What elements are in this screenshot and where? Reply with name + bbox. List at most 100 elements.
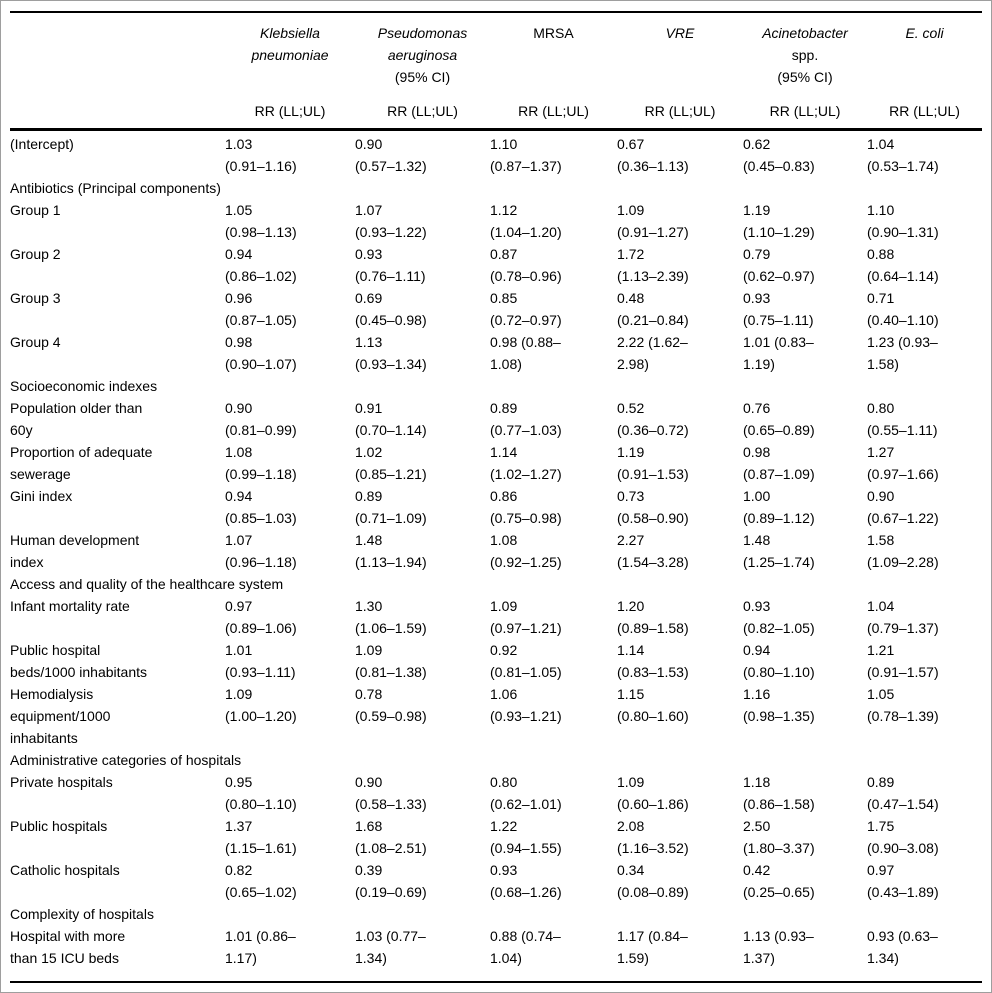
data-cell: 0.67 (0.36–1.13) [617, 136, 689, 174]
data-cell: 1.37 (1.15–1.61) [225, 818, 297, 856]
row-label: Human development index [10, 532, 140, 570]
data-cell: 1.03 (0.91–1.16) [225, 136, 297, 174]
row-label: Population older than 60y [10, 400, 143, 438]
data-cell: 1.30 (1.06–1.59) [355, 598, 427, 636]
data-cell: 1.08 (0.92–1.25) [490, 532, 562, 570]
data-cell: 1.09 (0.91–1.27) [617, 202, 689, 240]
data-cell: 0.88 (0.64–1.14) [867, 246, 939, 284]
header-corner-empty [10, 12, 225, 66]
data-cell: 0.80 (0.62–1.01) [490, 774, 562, 812]
data-cell: 0.79 (0.62–0.97) [743, 246, 815, 284]
data-cell: 0.62 (0.45–0.83) [743, 136, 815, 174]
data-cell: 1.68 (1.08–2.51) [355, 818, 427, 856]
rr-label-klebsiella-pneumoniae: RR (LL;UL) [225, 88, 355, 131]
table-row: Human development index 1.07 (0.96–1.18) 1.4… [10, 529, 982, 573]
table-header: Klebsiella pneumoniae Pseudomonas aeruginos… [10, 12, 982, 131]
row-label: Proportion of adequate sewerage [10, 444, 153, 482]
data-cell: 1.75 (0.90–3.08) [867, 818, 939, 856]
data-cell: 1.02 (0.85–1.21) [355, 444, 427, 482]
data-cell: 1.20 (0.89–1.58) [617, 598, 689, 636]
data-cell: 0.94 (0.80–1.10) [743, 642, 815, 680]
data-cell: 2.27 (1.54–3.28) [617, 532, 689, 570]
row-label: Group 1 [10, 202, 61, 218]
row-label: Group 2 [10, 246, 61, 262]
data-cell: 0.89 (0.71–1.09) [355, 488, 427, 526]
data-cell: 0.48 (0.21–0.84) [617, 290, 689, 328]
data-cell: 1.14 (1.02–1.27) [490, 444, 562, 482]
data-cell: 0.93 (0.68–1.26) [490, 862, 562, 900]
column-header-klebsiella-pneumoniae: Klebsiella pneumoniae [251, 25, 329, 63]
data-cell: 0.90 (0.57–1.32) [355, 136, 427, 174]
data-cell: 1.09 (0.81–1.38) [355, 642, 427, 680]
rr-header-row: RR (LL;UL) RR (LL;UL) RR (LL;UL) RR (LL;UL)… [10, 88, 982, 131]
section-label: Administrative categories of hospitals [10, 752, 242, 768]
data-cell: 1.15 (0.80–1.60) [617, 686, 689, 724]
organism-header-row: Klebsiella pneumoniae Pseudomonas aeruginos… [10, 12, 982, 66]
table-row: Population older than 60y 0.90 (0.81–0.99) 0… [10, 397, 982, 441]
data-cell: 1.14 (0.83–1.53) [617, 642, 689, 680]
row-label: Public hospital beds/1000 inhabitants [10, 642, 147, 680]
row-label: Public hospitals [10, 818, 108, 834]
data-cell: 0.93 (0.75–1.11) [743, 290, 814, 328]
table-row: Group 2 0.94 (0.86–1.02) 0.93 (0.76–1.11) 0.8… [10, 243, 982, 287]
table-row: Proportion of adequate sewerage 1.08 (0.99–… [10, 441, 982, 485]
data-cell: 1.72 (1.13–2.39) [617, 246, 689, 284]
ci-header-row: (95% CI) (95% CI) [10, 66, 982, 88]
data-cell: 1.12 (1.04–1.20) [490, 202, 562, 240]
data-cell: 1.18 (0.86–1.58) [743, 774, 815, 812]
rr-label-pseudomonas-aeruginosa: RR (LL;UL) [355, 88, 490, 131]
data-cell: 0.93 (0.76–1.11) [355, 246, 426, 284]
data-cell: 1.08 (0.99–1.18) [225, 444, 297, 482]
data-cell: 1.58 (1.09–2.28) [867, 532, 939, 570]
data-cell: 0.98 (0.87–1.09) [743, 444, 815, 482]
column-header-acinetobacter-spp: Acinetobacter spp. [762, 25, 848, 63]
data-cell: 0.80 (0.55–1.11) [867, 400, 938, 438]
data-cell: 1.13 (0.93–1.34) [355, 334, 427, 372]
data-cell: 0.87 (0.78–0.96) [490, 246, 562, 284]
data-cell: 1.09 (1.00–1.20) [225, 686, 297, 724]
column-header-pseudomonas-aeruginosa: Pseudomonas aeruginosa [377, 25, 468, 63]
section-label: Antibiotics (Principal components) [10, 180, 221, 196]
section-label: Complexity of hospitals [10, 906, 154, 922]
data-cell: 0.34 (0.08–0.89) [617, 862, 689, 900]
data-cell: 0.73 (0.58–0.90) [617, 488, 689, 526]
data-cell: 1.01 (0.86– 1.17) [225, 928, 296, 966]
table-row: Catholic hospitals 0.82 (0.65–1.02) 0.39 (0.… [10, 859, 982, 903]
regression-results-table: Klebsiella pneumoniae Pseudomonas aeruginos… [10, 11, 982, 983]
data-cell: 0.76 (0.65–0.89) [743, 400, 815, 438]
data-cell: 1.22 (0.94–1.55) [490, 818, 562, 856]
data-cell: 1.19 (0.91–1.53) [617, 444, 689, 482]
data-cell: 0.90 (0.67–1.22) [867, 488, 939, 526]
data-cell: 0.82 (0.65–1.02) [225, 862, 297, 900]
data-cell: 0.71 (0.40–1.10) [867, 290, 939, 328]
data-cell: 0.69 (0.45–0.98) [355, 290, 427, 328]
data-cell: 1.13 (0.93– 1.37) [743, 928, 814, 966]
ci-label-mrsa [490, 66, 617, 88]
ci-label-e-coli [867, 66, 982, 88]
data-cell: 1.10 (0.87–1.37) [490, 136, 562, 174]
row-label: Hemodialysis equipment/1000 inhabitants [10, 686, 111, 746]
data-cell: 1.07 (0.93–1.22) [355, 202, 427, 240]
ci-label-vre [617, 66, 743, 88]
data-cell: 0.90 (0.81–0.99) [225, 400, 297, 438]
data-cell: 1.05 (0.78–1.39) [867, 686, 939, 724]
table-row: Public hospital beds/1000 inhabitants 1.01… [10, 639, 982, 683]
table-row: Public hospitals 1.37 (1.15–1.61) 1.68 (1.08… [10, 815, 982, 859]
data-cell: 0.42 (0.25–0.65) [743, 862, 815, 900]
table-row: Hemodialysis equipment/1000 inhabitants 1.0… [10, 683, 982, 749]
data-cell: 0.52 (0.36–0.72) [617, 400, 689, 438]
data-cell: 1.00 (0.89–1.12) [743, 488, 815, 526]
data-cell: 0.89 (0.47–1.54) [867, 774, 939, 812]
row-label: Infant mortality rate [10, 598, 130, 614]
data-cell: 0.96 (0.87–1.05) [225, 290, 297, 328]
data-cell: 2.08 (1.16–3.52) [617, 818, 689, 856]
data-cell: 1.09 (0.60–1.86) [617, 774, 689, 812]
rr-label-vre: RR (LL;UL) [617, 88, 743, 131]
data-cell: 1.09 (0.97–1.21) [490, 598, 562, 636]
data-cell: 0.88 (0.74– 1.04) [490, 928, 561, 966]
row-label: Catholic hospitals [10, 862, 120, 878]
row-label: Group 3 [10, 290, 61, 306]
data-cell: 0.97 (0.89–1.06) [225, 598, 297, 636]
data-cell: 0.95 (0.80–1.10) [225, 774, 297, 812]
